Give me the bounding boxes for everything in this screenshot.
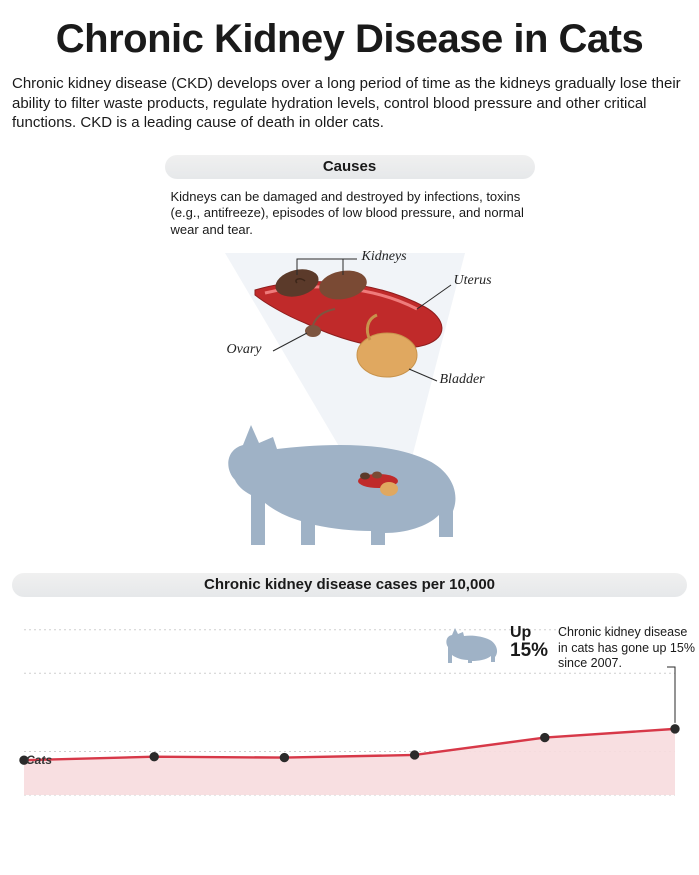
line-chart: Up 15% Chronic kidney disease in cats ha… [12, 615, 687, 805]
causes-header: Causes [165, 155, 535, 179]
callout-up: Up [510, 625, 548, 641]
intro-paragraph: Chronic kidney disease (CKD) develops ov… [12, 74, 687, 133]
callout-pct: 15% [510, 641, 548, 660]
chart-header: Chronic kidney disease cases per 10,000 [12, 573, 687, 597]
causes-section: Causes Kidneys can be damaged and destro… [165, 155, 535, 556]
causes-text: Kidneys can be damaged and destroyed by … [165, 189, 535, 240]
label-bladder: Bladder [440, 372, 485, 388]
chart-callout: Up 15% Chronic kidney disease in cats ha… [442, 625, 698, 672]
callout-desc: Chronic kidney disease in cats has gone … [558, 625, 698, 672]
page-title: Chronic Kidney Disease in Cats [12, 18, 687, 60]
cat-icon [442, 625, 500, 663]
label-uterus: Uterus [454, 273, 492, 289]
label-kidneys: Kidneys [362, 249, 407, 265]
anatomy-diagram: Kidneys Uterus Ovary Bladder [165, 245, 535, 555]
label-ovary: Ovary [227, 342, 262, 358]
chart-section: Chronic kidney disease cases per 10,000 … [12, 573, 687, 805]
series-label-cats: Cats [26, 753, 52, 767]
anatomy-svg [165, 245, 535, 555]
